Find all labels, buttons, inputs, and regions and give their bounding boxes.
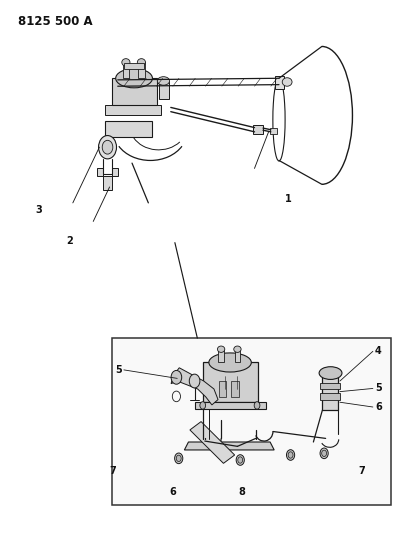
Bar xyxy=(275,76,284,89)
Polygon shape xyxy=(106,105,161,115)
Polygon shape xyxy=(319,393,340,400)
Text: 8125 500 A: 8125 500 A xyxy=(18,14,92,28)
Ellipse shape xyxy=(234,346,241,352)
Text: 2: 2 xyxy=(66,236,73,246)
Text: 3: 3 xyxy=(35,205,42,215)
Bar xyxy=(138,62,145,78)
Bar xyxy=(112,338,391,505)
Circle shape xyxy=(254,402,260,409)
Ellipse shape xyxy=(319,367,342,379)
Text: 5: 5 xyxy=(375,383,382,393)
Circle shape xyxy=(175,453,183,464)
Bar xyxy=(124,63,144,69)
Text: 5: 5 xyxy=(115,365,122,375)
Polygon shape xyxy=(185,442,274,450)
Text: 4: 4 xyxy=(375,346,382,357)
Polygon shape xyxy=(190,422,235,463)
Bar xyxy=(122,62,129,78)
Circle shape xyxy=(99,135,116,159)
Bar xyxy=(219,381,226,397)
Circle shape xyxy=(238,457,242,463)
Bar xyxy=(253,125,263,134)
Ellipse shape xyxy=(217,346,225,352)
Ellipse shape xyxy=(122,59,130,66)
Polygon shape xyxy=(194,402,266,409)
Polygon shape xyxy=(319,383,340,389)
Text: 6: 6 xyxy=(375,402,382,412)
Bar xyxy=(235,349,240,362)
Bar xyxy=(231,381,239,397)
Circle shape xyxy=(171,370,182,384)
Text: 7: 7 xyxy=(109,466,115,475)
Text: 6: 6 xyxy=(169,487,176,497)
Polygon shape xyxy=(97,168,118,190)
Ellipse shape xyxy=(209,353,251,372)
Circle shape xyxy=(236,455,244,465)
Ellipse shape xyxy=(137,59,145,66)
Text: 1: 1 xyxy=(285,193,292,204)
Bar xyxy=(270,127,277,134)
Ellipse shape xyxy=(115,69,152,88)
Circle shape xyxy=(286,450,295,461)
Bar xyxy=(218,349,224,362)
Text: 8: 8 xyxy=(239,487,246,497)
Ellipse shape xyxy=(282,78,292,86)
Ellipse shape xyxy=(157,77,170,85)
Bar xyxy=(322,373,338,410)
Polygon shape xyxy=(203,362,258,402)
Polygon shape xyxy=(106,120,152,136)
Circle shape xyxy=(322,450,327,456)
Text: 7: 7 xyxy=(358,466,365,475)
Circle shape xyxy=(288,452,293,458)
Polygon shape xyxy=(171,368,218,405)
Circle shape xyxy=(320,448,328,458)
Circle shape xyxy=(176,455,181,462)
Polygon shape xyxy=(112,78,157,105)
Circle shape xyxy=(200,402,206,409)
Circle shape xyxy=(189,374,200,388)
Bar xyxy=(159,81,169,100)
Circle shape xyxy=(102,140,113,154)
